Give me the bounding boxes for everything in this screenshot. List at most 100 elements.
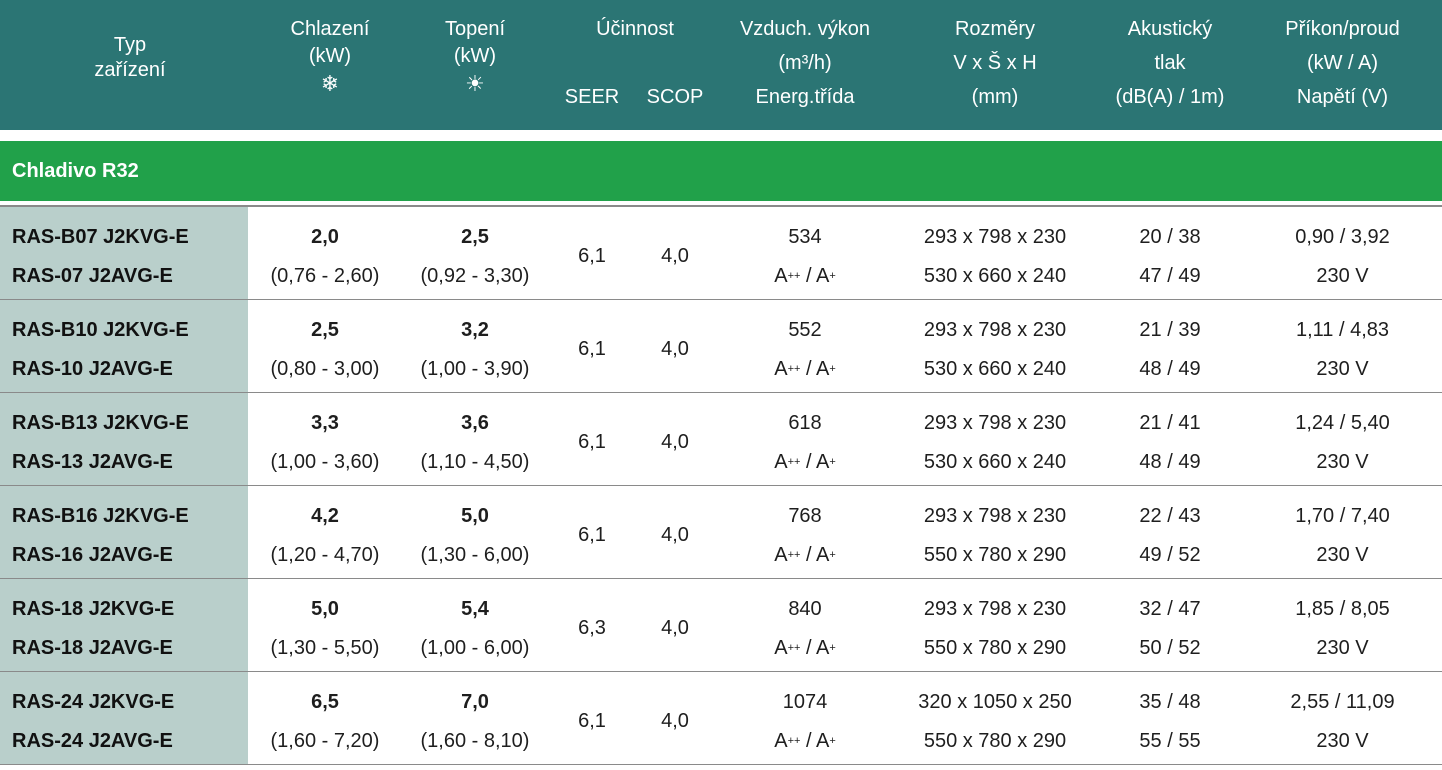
heating-range: (1,30 - 6,00) [420,544,530,566]
noise-indoor: 21 / 39 [1139,319,1201,341]
power-current: 1,70 / 7,40 [1295,505,1390,527]
seer-value: 6,1 [578,710,606,732]
airflow-value: 534 [788,226,822,248]
heating-capacity: 3,6 [461,412,489,434]
energy-class-a: A [774,637,788,659]
energy-class-a-sup: ++ [787,642,801,654]
table-body: RAS-B07 J2KVG-E RAS-07 J2AVG-E 2,0 (0,76 - … [0,205,1442,765]
scop-value: 4,0 [661,524,689,546]
row-divider [0,671,1442,672]
voltage: 230 V [1316,544,1369,566]
energy-class-a: A [774,265,788,287]
table-row: RAS-B10 J2KVG-E RAS-10 J2AVG-E 2,5 (0,80 - … [0,300,1442,393]
heating-range: (1,60 - 8,10) [420,730,530,752]
energy-class-sep: / [800,451,816,473]
row-divider [0,764,1442,765]
dimensions-outdoor: 530 x 660 x 240 [923,265,1067,287]
heating-capacity: 5,4 [461,598,489,620]
noise-indoor: 22 / 43 [1139,505,1201,527]
table-top-rule [0,205,1442,207]
seer-value: 6,3 [578,617,606,639]
model-outdoor: RAS-10 J2AVG-E [12,358,173,380]
energy-class-a-sup: ++ [787,456,801,468]
energy-class-sep: / [800,637,816,659]
airflow-value: 840 [788,598,822,620]
model-indoor: RAS-B13 J2KVG-E [12,412,189,434]
energy-class-b: A [816,451,830,473]
energy-class-sep: / [800,265,816,287]
energy-class-b: A [816,544,830,566]
header-power: Příkon/proud (kW / A) Napětí (V) [1285,18,1400,108]
dimensions-indoor: 320 x 1050 x 250 [918,691,1072,713]
dimensions-indoor: 293 x 798 x 230 [923,598,1067,620]
power-current: 2,55 / 11,09 [1290,691,1395,713]
energy-class-sep: / [800,730,816,752]
table-row: RAS-18 J2KVG-E RAS-18 J2AVG-E 5,0 (1,30 - 5… [0,579,1442,672]
power-current: 1,85 / 8,05 [1295,598,1390,620]
energy-class-sep: / [800,358,816,380]
model-indoor: RAS-B07 J2KVG-E [12,226,189,248]
noise-outdoor: 48 / 49 [1139,451,1201,473]
voltage: 230 V [1316,451,1369,473]
energy-class-a-sup: ++ [787,735,801,747]
dimensions-indoor: 293 x 798 x 230 [923,412,1067,434]
noise-indoor: 21 / 41 [1139,412,1201,434]
cooling-capacity: 6,5 [311,691,339,713]
model-indoor: RAS-24 J2KVG-E [12,691,175,713]
airflow-value: 768 [788,505,822,527]
heating-capacity: 5,0 [461,505,489,527]
header-dimensions: Rozměry V x Š x H (mm) [953,18,1037,108]
header-cooling: Chlazení (kW) ❄ [260,0,400,130]
power-current: 1,24 / 5,40 [1295,412,1390,434]
snowflake-icon: ❄ [320,71,340,96]
header-scop: SCOP [646,86,704,108]
seer-value: 6,1 [578,431,606,453]
seer-value: 6,1 [578,524,606,546]
scop-value: 4,0 [661,617,689,639]
airflow-value: 1074 [782,691,828,713]
noise-indoor: 32 / 47 [1139,598,1201,620]
model-outdoor: RAS-07 J2AVG-E [12,265,173,287]
model-indoor: RAS-B16 J2KVG-E [12,505,189,527]
heating-capacity: 7,0 [461,691,489,713]
energy-class-b-sup: + [829,363,836,375]
row-divider [0,299,1442,300]
energy-class-b-sup: + [829,270,836,282]
heating-range: (1,00 - 6,00) [420,637,530,659]
table-row: RAS-B13 J2KVG-E RAS-13 J2AVG-E 3,3 (1,00 - … [0,393,1442,486]
noise-indoor: 20 / 38 [1139,226,1201,248]
energy-class-b-sup: + [829,735,836,747]
energy-class-a: A [774,544,788,566]
scop-value: 4,0 [661,245,689,267]
model-outdoor: RAS-18 J2AVG-E [12,637,173,659]
row-divider [0,392,1442,393]
voltage: 230 V [1316,637,1369,659]
model-indoor: RAS-18 J2KVG-E [12,598,175,620]
row-divider [0,578,1442,579]
energy-class-a: A [774,451,788,473]
noise-outdoor: 49 / 52 [1139,544,1201,566]
table-header: Typ zařízení Chlazení (kW) ❄ Topení (kW)… [0,0,1442,130]
energy-class: A++ / A+ [720,264,890,288]
energy-class: A++ / A+ [720,450,890,474]
section-band: Chladivo R32 [0,141,1442,201]
cooling-range: (0,76 - 2,60) [270,265,380,287]
voltage: 230 V [1316,730,1369,752]
energy-class-a-sup: ++ [787,270,801,282]
seer-value: 6,1 [578,245,606,267]
cooling-range: (1,20 - 4,70) [270,544,380,566]
table-row: RAS-B16 J2KVG-E RAS-16 J2AVG-E 4,2 (1,20 - … [0,486,1442,579]
airflow-value: 618 [788,412,822,434]
heating-range: (0,92 - 3,30) [420,265,530,287]
energy-class-b-sup: + [829,642,836,654]
energy-class: A++ / A+ [720,636,890,660]
cooling-range: (1,30 - 5,50) [270,637,380,659]
cooling-capacity: 5,0 [311,598,339,620]
cooling-range: (1,60 - 7,20) [270,730,380,752]
power-current: 1,11 / 4,83 [1295,319,1390,341]
dimensions-outdoor: 550 x 780 x 290 [923,730,1067,752]
dimensions-outdoor: 530 x 660 x 240 [923,451,1067,473]
model-outdoor: RAS-24 J2AVG-E [12,730,173,752]
heating-range: (1,10 - 4,50) [420,451,530,473]
section-spacer [0,201,1442,205]
